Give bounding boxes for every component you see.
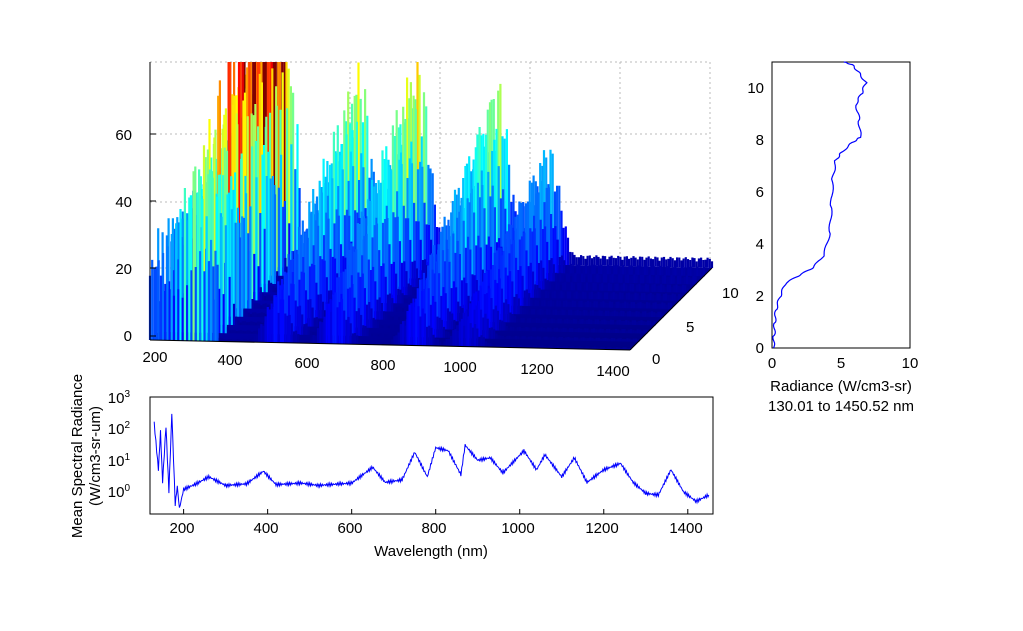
mean-y-ticks: 100 101 102 103 xyxy=(108,389,131,501)
mean-x-axis-label: Wavelength (nm) xyxy=(374,543,488,560)
profile-y-ticks: 0 2 4 6 8 10 xyxy=(747,80,764,357)
x-tick-label-3d: 1200 xyxy=(520,361,553,378)
z-tick-label: 0 xyxy=(124,328,132,345)
y-tick-label-3d: 10 xyxy=(722,285,739,302)
profile-y-tick-label: 2 xyxy=(756,288,764,305)
mean-x-tick-label: 400 xyxy=(253,520,278,537)
profile-x-axis-label: Radiance (W/cm3-sr) xyxy=(770,378,912,395)
profile-y-tick-label: 6 xyxy=(756,184,764,201)
mean-x-tick-label: 1000 xyxy=(501,520,534,537)
mean-y-tick-label: 103 xyxy=(108,389,131,407)
x-tick-label-3d: 800 xyxy=(370,357,395,374)
mean-x-tick-label: 1400 xyxy=(669,520,702,537)
profile-y-tick-label: 8 xyxy=(756,132,764,149)
mean-x-ticks: 200 400 600 800 1000 1200 1400 xyxy=(169,520,702,537)
profile-x-ticks: 0 5 10 xyxy=(768,355,919,372)
mean-x-tick-label: 800 xyxy=(421,520,446,537)
profile-x-tick-label: 0 xyxy=(768,355,776,372)
profile-range-label: 130.01 to 1450.52 nm xyxy=(768,398,914,415)
profile-series-line xyxy=(772,61,868,349)
z-tick-label: 60 xyxy=(115,127,132,144)
y-axis-3d: 0 5 10 xyxy=(629,267,739,368)
z-axis: 0 20 40 60 xyxy=(115,62,156,345)
mean-y-tick-label: 101 xyxy=(108,452,131,470)
profile-x-tick-label: 10 xyxy=(902,355,919,372)
mean-y-axis-label-line1: Mean Spectral Radiance xyxy=(69,374,86,538)
profile-plot: 0 2 4 6 8 10 0 5 10 Radiance (W/cm3-sr) … xyxy=(747,61,919,415)
x-tick-label-3d: 600 xyxy=(294,355,319,372)
z-tick-label: 40 xyxy=(115,194,132,211)
surface-plot: 0 20 40 60 200 400 600 800 1000 1200 140… xyxy=(115,61,739,380)
x-tick-label-3d: 400 xyxy=(217,352,242,369)
mean-y-tick-label: 102 xyxy=(108,420,131,438)
mean-spectrum-plot: 200 400 600 800 1000 1200 1400 100 101 1… xyxy=(69,374,714,560)
x-tick-label-3d: 1400 xyxy=(596,363,629,380)
x-tick-label-3d: 1000 xyxy=(443,359,476,376)
y-tick-label-3d: 5 xyxy=(686,319,694,336)
profile-y-tick-label: 4 xyxy=(756,236,764,253)
mean-x-tick-label: 600 xyxy=(337,520,362,537)
x-tick-label-3d: 200 xyxy=(142,349,167,366)
profile-y-tick-label: 0 xyxy=(756,340,764,357)
mean-x-tick-label: 200 xyxy=(169,520,194,537)
mean-axes-box xyxy=(149,396,714,515)
z-tick-label: 20 xyxy=(115,261,132,278)
surface-spikes xyxy=(148,62,714,350)
profile-x-tick-label: 5 xyxy=(837,355,845,372)
profile-axes-box xyxy=(771,61,911,349)
x-axis-3d: 200 400 600 800 1000 1200 1400 xyxy=(142,339,631,380)
mean-y-tick-label: 100 xyxy=(108,483,131,501)
profile-y-tick-label: 10 xyxy=(747,80,764,97)
mean-x-tick-label: 1200 xyxy=(585,520,618,537)
y-tick-label-3d: 0 xyxy=(652,351,660,368)
mean-y-axis-label-line2: (W/cm3-sr-um) xyxy=(87,406,104,506)
mean-series-line xyxy=(153,413,710,508)
